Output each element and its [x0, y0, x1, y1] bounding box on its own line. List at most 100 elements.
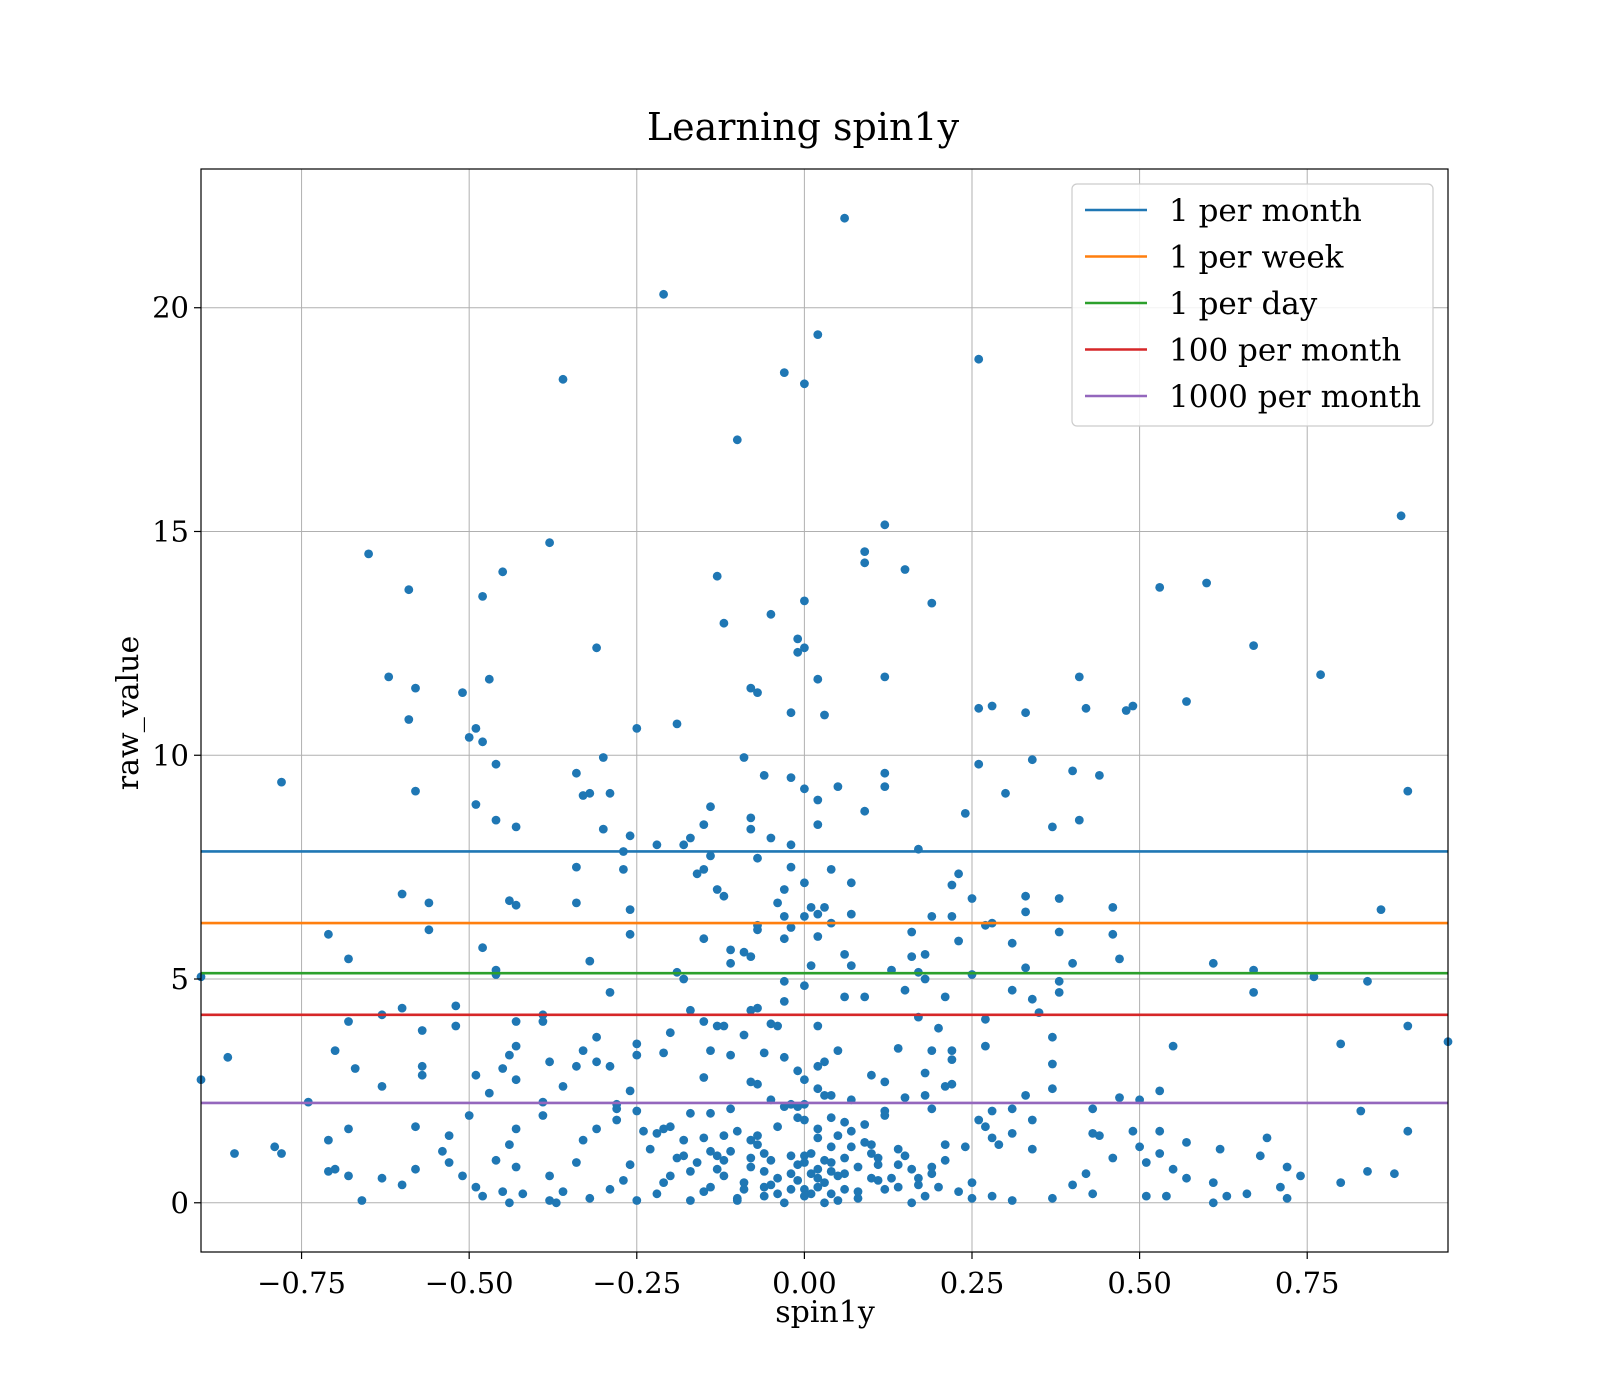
scatter-point	[773, 898, 782, 908]
scatter-point	[1282, 1193, 1292, 1203]
scatter-point	[1155, 1086, 1165, 1096]
scatter-point	[364, 549, 373, 559]
scatter-point	[820, 1057, 829, 1067]
scatter-point	[558, 1082, 568, 1091]
scatter-point	[612, 1115, 622, 1125]
scatter-point	[860, 992, 870, 1002]
scatter-point	[987, 1191, 997, 1201]
scatter-point	[699, 820, 709, 829]
scatter-point	[417, 1026, 427, 1035]
scatter-point	[686, 1167, 695, 1176]
scatter-point	[632, 1196, 642, 1205]
scatter-point	[330, 1046, 340, 1055]
scatter-point	[377, 1173, 387, 1183]
scatter-point	[940, 992, 950, 1002]
scatter-point	[625, 831, 635, 841]
scatter-point	[981, 1041, 990, 1051]
scatter-point	[692, 1158, 702, 1167]
scatter-point	[511, 1017, 521, 1026]
scatter-point	[994, 1140, 1004, 1149]
scatter-point	[833, 1046, 843, 1055]
scatter-point	[1048, 822, 1057, 832]
scatter-point	[766, 1180, 776, 1190]
scatter-point	[934, 1182, 943, 1192]
scatter-point	[927, 1162, 937, 1172]
scatter-point	[806, 1149, 816, 1158]
legend-entry: 100 per month	[1169, 333, 1401, 369]
scatter-point	[498, 567, 508, 577]
scatter-point	[344, 1124, 353, 1134]
scatter-point	[699, 865, 709, 874]
scatter-point	[1021, 907, 1030, 917]
scatter-point	[223, 1052, 233, 1062]
scatter-point	[726, 1146, 735, 1156]
scatter-point	[1121, 706, 1131, 715]
scatter-point	[585, 1193, 595, 1203]
scatter-point	[753, 688, 762, 697]
scatter-point	[270, 1142, 280, 1152]
scatter-point	[1027, 1144, 1037, 1154]
scatter-point	[813, 1182, 823, 1192]
x-tick-label: 0.00	[772, 1266, 837, 1300]
scatter-point	[1276, 1182, 1285, 1192]
scatter-point	[471, 1070, 481, 1080]
scatter-point	[940, 1155, 950, 1165]
scatter-point	[880, 768, 890, 778]
scatter-point	[719, 1171, 729, 1181]
scatter-point	[907, 952, 917, 961]
scatter-point	[1316, 670, 1325, 680]
scatter-point	[471, 800, 481, 809]
scatter-point	[739, 947, 749, 957]
scatter-point	[860, 1120, 870, 1129]
scatter-point	[451, 1021, 461, 1031]
scatter-point	[659, 1178, 668, 1187]
scatter-point	[625, 905, 635, 914]
scatter-point	[411, 683, 420, 693]
scatter-point	[1054, 894, 1064, 903]
scatter-point	[1356, 1106, 1366, 1116]
scatter-point	[699, 1187, 709, 1196]
scatter-point	[578, 791, 588, 800]
scatter-point	[793, 1176, 803, 1185]
scatter-point	[860, 806, 870, 816]
scatter-point	[605, 1061, 615, 1071]
scatter-point	[1048, 1084, 1057, 1094]
scatter-point	[920, 1068, 930, 1078]
y-tick-label: 10	[152, 738, 189, 772]
scatter-point	[813, 674, 823, 684]
scatter-point	[484, 674, 494, 684]
scatter-point	[800, 643, 809, 653]
scatter-point	[773, 1021, 782, 1031]
scatter-point	[505, 1050, 514, 1060]
scatter-points	[196, 213, 1453, 1208]
scatter-point	[786, 1169, 796, 1179]
scatter-point	[511, 822, 521, 832]
scatter-point	[746, 683, 756, 693]
scatter-point	[766, 1155, 776, 1165]
scatter-point	[753, 1003, 762, 1013]
scatter-point	[800, 1184, 809, 1194]
scatter-point	[779, 976, 789, 986]
scatter-point	[793, 647, 803, 657]
scatter-point	[719, 1021, 729, 1031]
scatter-point	[773, 1122, 782, 1132]
scatter-point	[397, 1003, 407, 1013]
scatter-point	[1115, 954, 1124, 964]
scatter-point	[706, 1108, 715, 1118]
scatter-point	[1007, 1104, 1017, 1114]
scatter-point	[893, 1160, 903, 1170]
scatter-point	[632, 1050, 642, 1060]
scatter-point	[411, 1122, 420, 1132]
scatter-point	[350, 1064, 360, 1073]
scatter-point	[786, 1184, 796, 1194]
scatter-point	[800, 1115, 809, 1125]
scatter-point	[511, 900, 521, 910]
scatter-point	[900, 1151, 910, 1161]
scatter-point	[417, 1061, 427, 1071]
scatter-point	[1242, 1189, 1252, 1199]
scatter-point	[1376, 905, 1386, 914]
scatter-point	[786, 923, 796, 932]
x-tick-label: −0.25	[592, 1266, 681, 1300]
scatter-point	[907, 1164, 917, 1174]
scatter-point	[820, 710, 829, 720]
